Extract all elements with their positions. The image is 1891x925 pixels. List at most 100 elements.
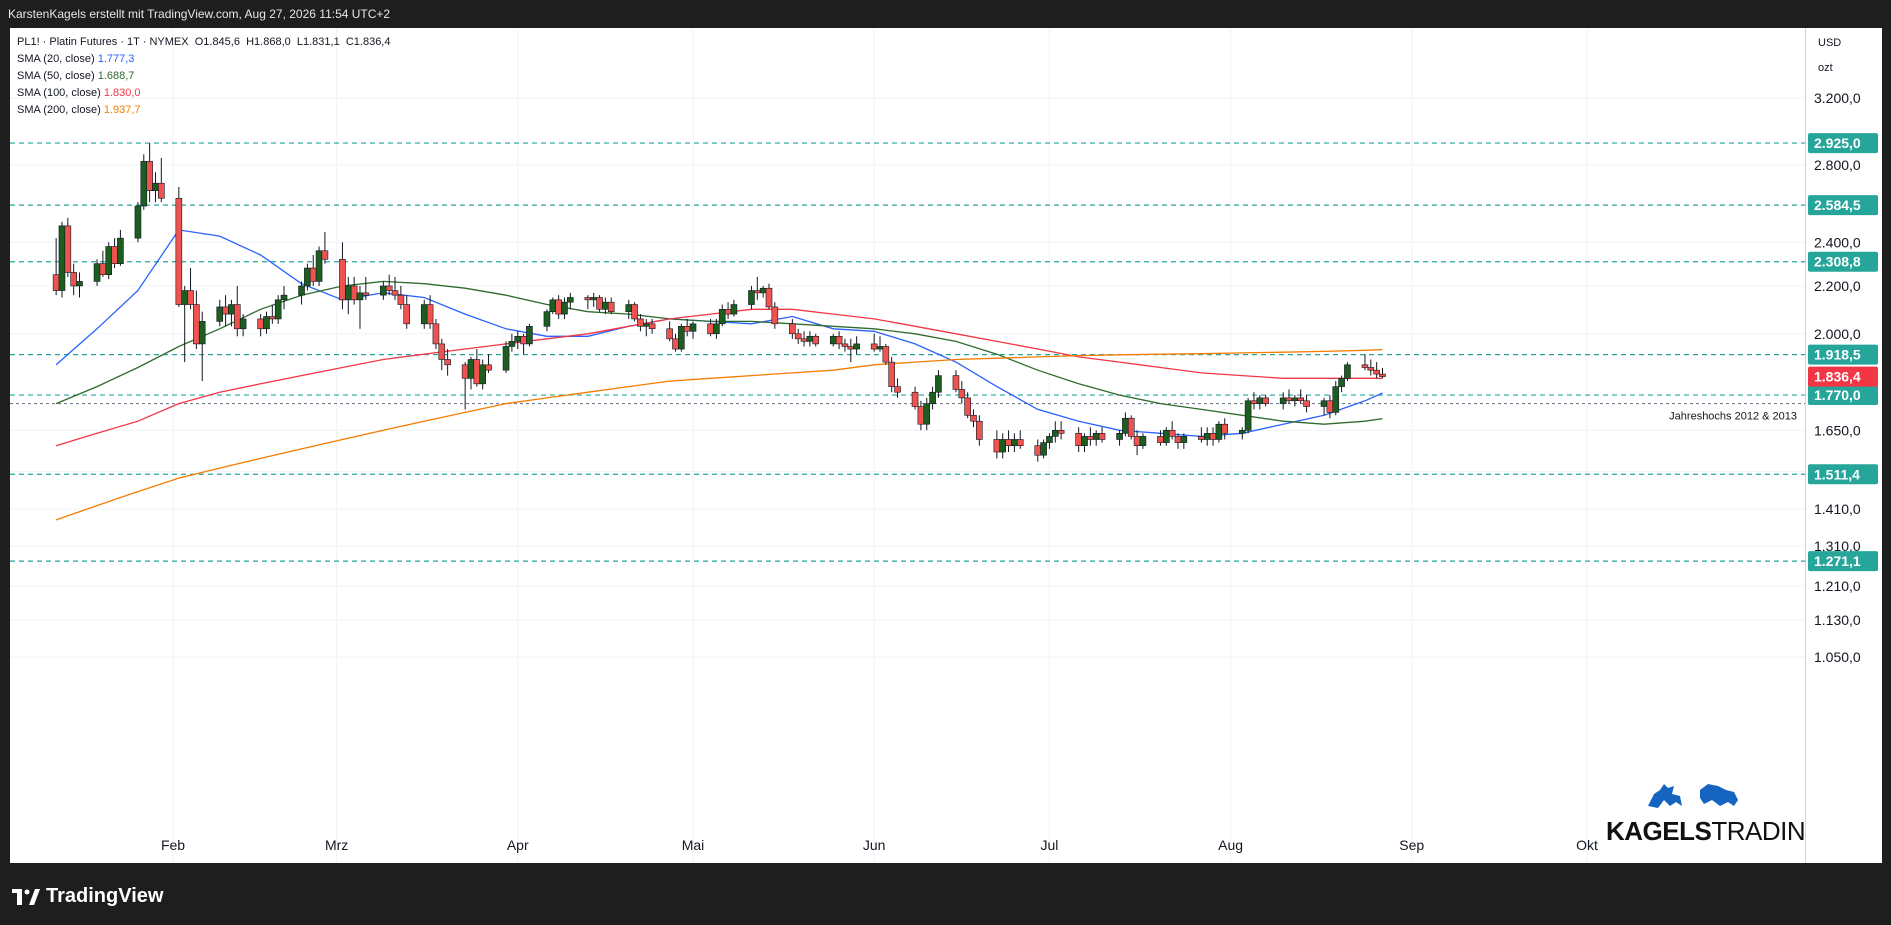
last-price-badge bbox=[1808, 366, 1878, 387]
candle-down bbox=[473, 359, 481, 385]
y-tick-label: 1.210,0 bbox=[1814, 578, 1861, 594]
y-tick-label: 2.400,0 bbox=[1814, 234, 1861, 250]
candle-up bbox=[198, 321, 206, 345]
candle-down bbox=[1297, 397, 1304, 402]
candle-up bbox=[718, 308, 726, 325]
candle-up bbox=[602, 301, 609, 310]
candle-down bbox=[1209, 433, 1217, 440]
candle-up bbox=[1116, 433, 1123, 440]
sma100-label: SMA (100, close) bbox=[17, 87, 101, 99]
chart-area[interactable]: Feb Mrz Apr Mai Jun Jul Aug Sep Okt Jahreshochs 2… bbox=[10, 28, 1825, 863]
candle-down bbox=[444, 359, 451, 366]
candle-down bbox=[1379, 373, 1386, 377]
candle-down bbox=[233, 304, 241, 330]
candle-down bbox=[520, 335, 527, 345]
candle-down bbox=[257, 318, 264, 330]
sma200-legend-row[interactable]: SMA (200, close) 1.937,7 bbox=[17, 102, 390, 119]
candle-down bbox=[555, 299, 562, 315]
price-axis[interactable]: 3.200,0 2.800,0 2.400,0 2.200,0 2.000,0 1.650… bbox=[1805, 28, 1882, 863]
level-badge bbox=[1808, 195, 1878, 216]
candle-down bbox=[461, 364, 469, 379]
candle-down bbox=[111, 246, 118, 264]
candle-down bbox=[1262, 397, 1269, 404]
x-axis-label-feb: Feb bbox=[161, 837, 185, 853]
candle-up bbox=[923, 403, 931, 425]
candle-down bbox=[753, 290, 761, 294]
tradingview-logo[interactable]: TradingView bbox=[12, 885, 163, 908]
candle-up bbox=[140, 161, 148, 207]
candle-down bbox=[1157, 436, 1164, 443]
candle-down bbox=[666, 328, 673, 340]
candle-down bbox=[385, 285, 393, 291]
candle-up bbox=[759, 287, 767, 294]
candle-down bbox=[1034, 445, 1042, 456]
symbol-name: PL1! · Platin Futures · 1T · NYMEX bbox=[17, 36, 189, 48]
candle-down bbox=[1285, 397, 1293, 402]
price-chart[interactable]: Feb Mrz Apr Mai Jun Jul Aug Sep Okt Jahreshochs 2… bbox=[10, 28, 1805, 863]
candle-up bbox=[1011, 439, 1018, 447]
candle-down bbox=[888, 361, 895, 387]
high-value: 1.868,0 bbox=[254, 36, 291, 48]
candle-up bbox=[929, 391, 936, 404]
candle-up bbox=[239, 318, 247, 330]
level-badge bbox=[1808, 133, 1878, 154]
jahreshoch-annotation: Jahreshochs 2012 & 2013 bbox=[1669, 411, 1797, 423]
candle-up bbox=[228, 304, 235, 315]
y-tick-label: 2.000,0 bbox=[1814, 326, 1861, 342]
candle-down bbox=[1075, 433, 1082, 447]
candle-down bbox=[958, 389, 966, 399]
candle-down bbox=[911, 391, 919, 407]
candle-down bbox=[683, 326, 691, 332]
candle-down bbox=[403, 304, 411, 325]
candle-down bbox=[841, 343, 849, 347]
candle-up bbox=[467, 359, 475, 379]
candle-down bbox=[800, 338, 808, 342]
candle-up bbox=[420, 304, 428, 325]
candle-up bbox=[1215, 423, 1223, 440]
level-badge-label: 2.584,5 bbox=[1814, 197, 1861, 213]
candle-down bbox=[976, 420, 983, 440]
candle-up bbox=[730, 304, 738, 315]
candle-up bbox=[298, 285, 305, 296]
sma20-legend-row[interactable]: SMA (20, close) 1.777,3 bbox=[17, 51, 390, 68]
y-tick-label: 1.650,0 bbox=[1814, 422, 1861, 438]
candle-down bbox=[771, 306, 779, 325]
candle-down bbox=[1326, 400, 1334, 413]
open-label: O bbox=[194, 36, 204, 48]
candle-down bbox=[1127, 417, 1135, 437]
candle-up bbox=[344, 285, 352, 301]
sma100-legend-row[interactable]: SMA (100, close) 1.830,0 bbox=[17, 85, 390, 102]
candle-down bbox=[894, 386, 901, 393]
candle-up bbox=[280, 294, 288, 301]
candle-up bbox=[1040, 442, 1047, 456]
level-badge-label: 1.770,0 bbox=[1814, 387, 1861, 403]
candle-up bbox=[999, 439, 1007, 453]
candle-down bbox=[672, 338, 679, 350]
candle-down bbox=[485, 364, 492, 371]
candle-down bbox=[596, 297, 603, 310]
footer-bar: TradingView bbox=[0, 863, 1891, 925]
last-price-label: 1.836,4 bbox=[1814, 369, 1861, 385]
candle-down bbox=[426, 304, 434, 325]
x-axis-label-jul: Jul bbox=[1040, 837, 1058, 853]
currency-label: USD bbox=[1818, 37, 1842, 49]
candle-up bbox=[806, 335, 814, 342]
candle-down bbox=[707, 323, 714, 335]
candle-down bbox=[1168, 429, 1176, 437]
x-axis-label-mrz: Mrz bbox=[325, 837, 348, 853]
candle-down bbox=[724, 308, 732, 315]
candle-down bbox=[631, 304, 638, 320]
symbol-legend-row[interactable]: PL1! · Platin Futures · 1T · NYMEX O1.84… bbox=[17, 34, 390, 51]
candle-down bbox=[350, 285, 358, 301]
candle-down bbox=[362, 292, 370, 296]
candle-up bbox=[380, 285, 387, 296]
y-tick-label: 1.410,0 bbox=[1814, 501, 1861, 517]
sma20-value: 1.777,3 bbox=[97, 53, 135, 65]
low-label: L bbox=[296, 36, 303, 48]
sma50-legend-row[interactable]: SMA (50, close) 1.688,7 bbox=[17, 68, 390, 85]
chart-legend: PL1! · Platin Futures · 1T · NYMEX O1.84… bbox=[17, 34, 390, 119]
x-axis-label-jun: Jun bbox=[863, 837, 886, 853]
candle-up bbox=[134, 205, 142, 239]
candle-up bbox=[356, 292, 364, 301]
level-badge-label: 1.918,5 bbox=[1814, 347, 1861, 363]
